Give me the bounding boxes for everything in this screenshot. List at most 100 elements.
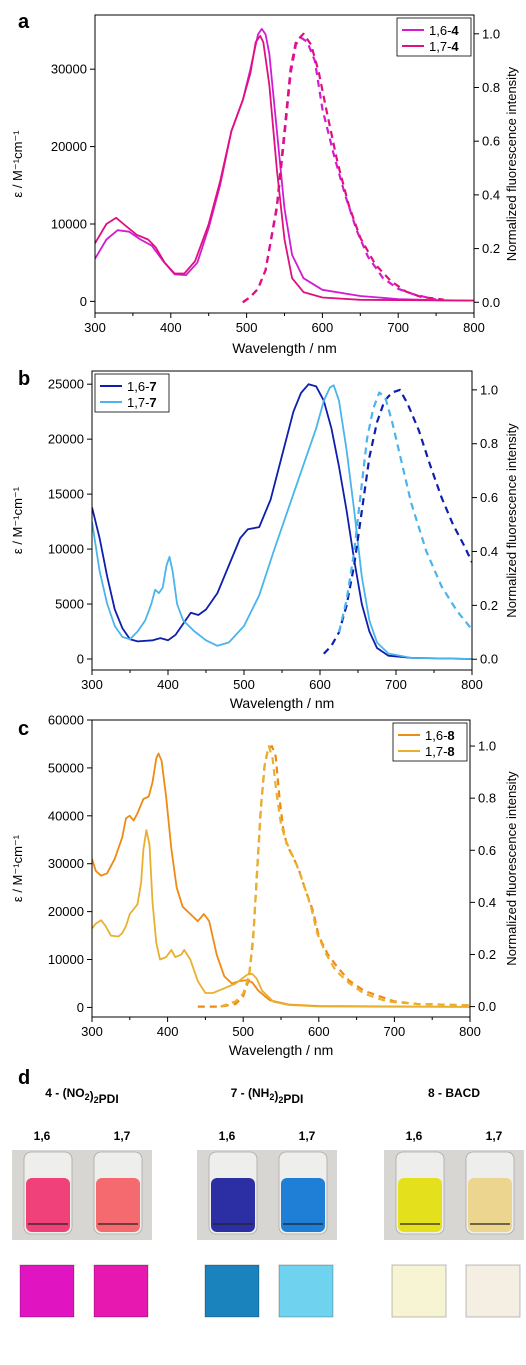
legend-label: 1,7-7 xyxy=(127,395,157,410)
legend-prefix: 1,7- xyxy=(429,39,451,54)
legend-prefix: 1,7- xyxy=(127,395,149,410)
y-left-tick-label: 50000 xyxy=(48,760,84,775)
legend-label: 1,7-4 xyxy=(429,39,459,54)
x-axis-label: Wavelength / nm xyxy=(229,1042,334,1058)
y-right-tick-label: 0.0 xyxy=(482,295,500,310)
x-tick-label: 800 xyxy=(459,1024,481,1039)
series-line-1-6-4 xyxy=(95,28,474,302)
y-left-tick-label: 15000 xyxy=(48,487,84,502)
plot-frame xyxy=(94,14,475,314)
y-left-tick-label: 30000 xyxy=(48,856,84,871)
y-right-tick-label: 0.0 xyxy=(480,652,498,667)
chart-panel-b: 300 400 500 600 700 800 0 5000 10000 15000 20000 25… xyxy=(10,368,519,711)
vial-solution xyxy=(96,1178,140,1232)
y-left-tick-label: 20000 xyxy=(48,432,84,447)
y-right-tick-label: 1.0 xyxy=(478,739,496,754)
title-part: ) xyxy=(90,1089,94,1103)
legend: 1,6-41,7-4 xyxy=(396,17,472,57)
title-part: 2 xyxy=(85,1092,90,1102)
y-right-tick-label: 0.2 xyxy=(478,947,496,962)
y-left-axis-label: ε / M⁻¹cm⁻¹ xyxy=(10,486,25,554)
y-right-tick-label: 0.6 xyxy=(480,490,498,505)
series-line-1-6-7-em xyxy=(323,388,472,655)
panel-letter: c xyxy=(18,718,29,740)
y-left-tick-label: 5000 xyxy=(55,597,84,612)
title-part: ) xyxy=(274,1089,278,1103)
chart-panel-a: 300 400 500 600 700 800 0 10000 20000 30000 0.0 0.2… xyxy=(10,11,519,356)
legend-label: 1,7-8 xyxy=(425,744,455,759)
film-sample xyxy=(19,1264,75,1318)
legend-box xyxy=(396,17,472,57)
x-tick-label: 800 xyxy=(461,677,483,692)
panel-letter: a xyxy=(18,11,30,33)
x-tick-label: 600 xyxy=(309,677,331,692)
legend-number: 8 xyxy=(447,744,454,759)
film-sample xyxy=(93,1264,149,1318)
x-tick-label: 400 xyxy=(160,320,182,335)
y-right-tick-label: 0.8 xyxy=(482,80,500,95)
x-tick-label: 700 xyxy=(387,320,409,335)
x-tick-label: 600 xyxy=(312,320,334,335)
x-tick-label: 300 xyxy=(84,320,106,335)
x-tick-label: 500 xyxy=(232,1024,254,1039)
vial-label: 1,6 xyxy=(219,1129,236,1143)
plot-frame xyxy=(91,370,473,671)
legend-box xyxy=(94,373,170,413)
y-right-tick-label: 1.0 xyxy=(480,382,498,397)
series-line-1-7-4-em xyxy=(242,32,444,304)
legend-prefix: 1,7- xyxy=(425,744,447,759)
film-sample xyxy=(391,1264,447,1318)
y-right-tick-label: 0.8 xyxy=(480,436,498,451)
y-right-tick-label: 0.6 xyxy=(478,843,496,858)
title-part: 4 - (NO xyxy=(45,1086,84,1100)
y-right-tick-label: 0.2 xyxy=(482,241,500,256)
series-line-1-7-4 xyxy=(95,35,474,302)
y-left-tick-label: 10000 xyxy=(48,952,84,967)
x-tick-label: 700 xyxy=(384,1024,406,1039)
panel-letter: d xyxy=(18,1067,30,1089)
vial-label: 1,7 xyxy=(114,1129,131,1143)
y-right-axis-label: Normalized fluorescence intensity xyxy=(504,423,519,618)
series-line-1-7-7 xyxy=(92,384,472,660)
series-line-1-7-8-em xyxy=(220,745,470,1008)
legend-number: 7 xyxy=(149,395,156,410)
vial-solution xyxy=(26,1178,70,1232)
legend-number: 7 xyxy=(149,379,156,394)
vial-solution xyxy=(281,1178,325,1232)
y-right-tick-label: 0.6 xyxy=(482,134,500,149)
x-tick-label: 400 xyxy=(157,1024,179,1039)
y-left-tick-label: 20000 xyxy=(48,904,84,919)
vial-label: 1,7 xyxy=(486,1129,503,1143)
film-sample xyxy=(204,1264,260,1318)
y-right-axis-label: Normalized fluorescence intensity xyxy=(504,66,519,261)
y-right-tick-label: 0.4 xyxy=(482,187,500,202)
y-left-tick-label: 0 xyxy=(77,652,84,667)
film-sample xyxy=(465,1264,521,1318)
photo-group-title: 7 - (NH2)2PDI xyxy=(231,1086,304,1106)
photo-group: 8 - BACD 1,6 1,7 xyxy=(384,1086,524,1318)
panel-letter: b xyxy=(18,368,30,390)
y-right-tick-label: 0.4 xyxy=(478,895,496,910)
y-left-tick-label: 0 xyxy=(77,1000,84,1015)
legend: 1,6-71,7-7 xyxy=(94,373,170,413)
legend-prefix: 1,6- xyxy=(429,23,451,38)
film-sample xyxy=(278,1264,334,1318)
title-part: PDI xyxy=(283,1092,303,1106)
x-tick-label: 500 xyxy=(233,677,255,692)
title-part: 7 - (NH xyxy=(231,1086,270,1100)
x-tick-label: 300 xyxy=(81,1024,103,1039)
x-tick-label: 500 xyxy=(236,320,258,335)
legend-prefix: 1,6- xyxy=(425,728,447,743)
y-right-tick-label: 0.8 xyxy=(478,791,496,806)
x-tick-label: 400 xyxy=(157,677,179,692)
y-left-tick-label: 60000 xyxy=(48,713,84,728)
legend-label: 1,6-7 xyxy=(127,379,157,394)
x-tick-label: 800 xyxy=(463,320,485,335)
title-part: 2 xyxy=(94,1095,99,1105)
vial-solution xyxy=(398,1178,442,1232)
x-tick-label: 700 xyxy=(385,677,407,692)
title-part: 8 - BACD xyxy=(428,1086,480,1100)
legend-number: 8 xyxy=(447,728,454,743)
